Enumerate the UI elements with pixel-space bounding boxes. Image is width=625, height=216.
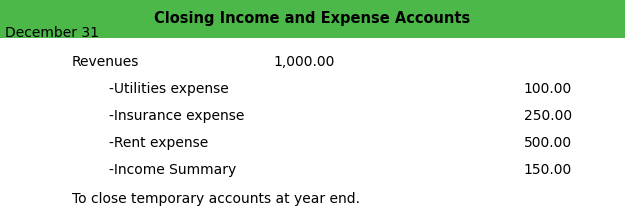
Text: 150.00: 150.00: [524, 163, 572, 176]
Text: To close temporary accounts at year end.: To close temporary accounts at year end.: [72, 192, 360, 206]
Text: -Income Summary: -Income Summary: [109, 163, 237, 176]
Text: Closing Income and Expense Accounts: Closing Income and Expense Accounts: [154, 11, 471, 26]
Text: 100.00: 100.00: [524, 82, 572, 95]
Text: -Rent expense: -Rent expense: [109, 136, 209, 149]
Text: Revenues: Revenues: [72, 55, 139, 68]
Text: 1,000.00: 1,000.00: [273, 55, 334, 68]
Text: 250.00: 250.00: [524, 109, 572, 122]
FancyBboxPatch shape: [0, 0, 625, 38]
Text: December 31: December 31: [5, 27, 99, 40]
Text: -Utilities expense: -Utilities expense: [109, 82, 229, 95]
Text: 500.00: 500.00: [524, 136, 572, 149]
Text: -Insurance expense: -Insurance expense: [109, 109, 245, 122]
